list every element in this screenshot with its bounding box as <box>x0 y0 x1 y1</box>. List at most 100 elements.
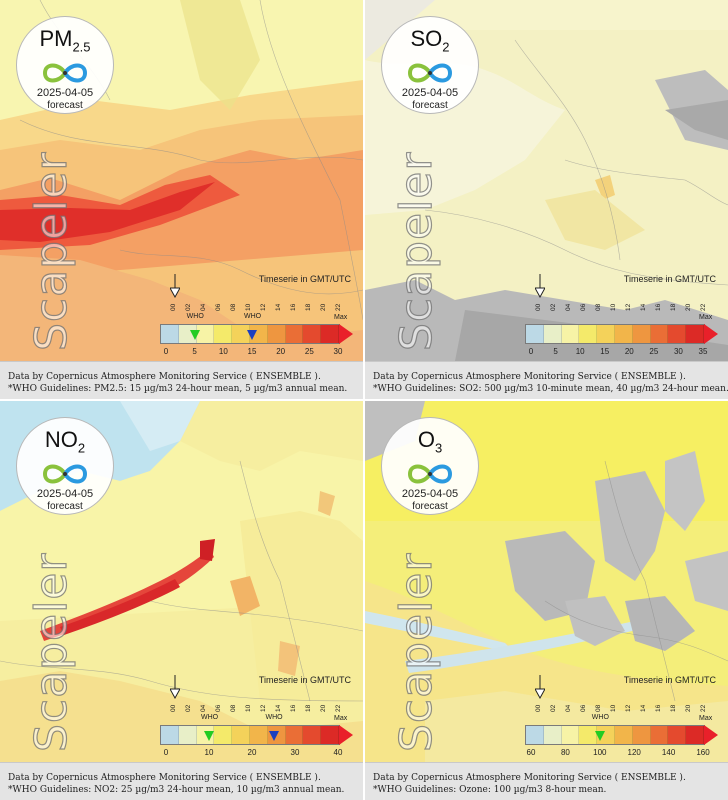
scale-segment <box>285 726 304 744</box>
hour-tick[interactable]: 20 <box>320 704 327 712</box>
hour-tick[interactable]: 12 <box>625 303 632 311</box>
timeseries-axis[interactable]: 00 02 04 06 08 10 12 14 16 18 20 22 <box>523 298 723 312</box>
scale-tick-label: 20 <box>624 347 634 356</box>
hour-tick[interactable]: 18 <box>670 303 677 311</box>
scale-tick-label: 25 <box>304 347 314 356</box>
scale-segment <box>650 726 669 744</box>
hour-tick[interactable]: 16 <box>655 704 662 712</box>
scale-tick-label: 25 <box>649 347 659 356</box>
hour-tick[interactable]: 20 <box>685 704 692 712</box>
hour-tick[interactable]: 10 <box>245 704 252 712</box>
scale-segment <box>285 325 304 343</box>
scale-tick-label: 0 <box>528 347 534 356</box>
hour-tick[interactable]: 06 <box>215 704 222 712</box>
timeseries-pointer-icon <box>170 675 180 699</box>
hour-tick[interactable]: 02 <box>185 704 192 712</box>
hour-tick[interactable]: 20 <box>685 303 692 311</box>
scale-segment <box>526 325 544 343</box>
hour-tick[interactable]: 20 <box>320 303 327 311</box>
hour-tick[interactable]: 18 <box>305 303 312 311</box>
hour-tick[interactable]: 16 <box>290 303 297 311</box>
scale-segment <box>579 325 598 343</box>
hour-tick[interactable]: 22 <box>700 704 707 712</box>
timeseries-axis[interactable]: 00 02 04 06 08 10 12 14 16 18 20 22 <box>158 699 358 713</box>
scale-tick-label: 160 <box>696 748 710 757</box>
scale-tick-label: 20 <box>276 347 286 356</box>
color-scale: Max 0 5 10 15 20 25 30 35 <box>525 312 721 358</box>
timeseries-pointer-icon <box>535 274 545 298</box>
scale-tick-label: 30 <box>673 347 683 356</box>
hour-tick[interactable]: 10 <box>610 704 617 712</box>
scale-segment <box>178 726 197 744</box>
scale-tick-label: 30 <box>290 748 300 757</box>
scale-segment <box>632 325 651 343</box>
hour-tick[interactable]: 08 <box>230 704 237 712</box>
hour-tick[interactable]: 12 <box>260 704 267 712</box>
hour-tick[interactable]: 00 <box>535 704 542 712</box>
scale-bar <box>525 324 705 344</box>
hour-tick[interactable]: 22 <box>335 704 342 712</box>
timeseries-label: Timeserie in GMT/UTC <box>623 675 716 685</box>
hour-tick[interactable]: 14 <box>275 303 282 311</box>
caption-source: Data by Copernicus Atmosphere Monitoring… <box>373 773 686 783</box>
hour-tick[interactable]: 02 <box>550 303 557 311</box>
timeseries-axis[interactable]: 00 02 04 06 08 10 12 14 16 18 20 22 <box>158 298 358 312</box>
hour-tick[interactable]: 10 <box>245 303 252 311</box>
hour-tick[interactable]: 06 <box>215 303 222 311</box>
scale-max-arrow-icon <box>704 324 718 344</box>
scapeler-watermark: Scapeler <box>390 552 442 753</box>
scale-segment <box>249 726 268 744</box>
hour-tick[interactable]: 04 <box>565 704 572 712</box>
color-scale: Max 60 80 100 120 140 160 WHO <box>525 713 721 759</box>
hour-tick[interactable]: 22 <box>335 303 342 311</box>
hour-tick[interactable]: 08 <box>230 303 237 311</box>
scale-tick-label: 20 <box>247 748 257 757</box>
hour-tick[interactable]: 14 <box>640 704 647 712</box>
hour-tick[interactable]: 16 <box>655 303 662 311</box>
scale-segment <box>668 325 687 343</box>
scale-tick-label: 40 <box>333 748 343 757</box>
scale-tick-label: 10 <box>218 347 228 356</box>
caption-who: *WHO Guidelines: SO2: 500 µg/m3 10-minut… <box>373 384 728 394</box>
scale-segment <box>526 726 544 744</box>
hour-tick[interactable]: 18 <box>670 704 677 712</box>
hour-tick[interactable]: 02 <box>185 303 192 311</box>
map-pm25[interactable] <box>0 0 363 361</box>
hour-tick[interactable]: 00 <box>170 303 177 311</box>
scale-max-arrow-icon <box>339 324 353 344</box>
hour-tick[interactable]: 22 <box>700 303 707 311</box>
hour-tick[interactable]: 14 <box>640 303 647 311</box>
hour-tick[interactable]: 02 <box>550 704 557 712</box>
scale-max-arrow-icon <box>339 725 353 745</box>
hour-tick[interactable]: 00 <box>535 303 542 311</box>
scale-ticks: 0 5 10 15 20 25 30 <box>160 347 356 357</box>
hour-tick[interactable]: 06 <box>580 303 587 311</box>
hour-tick[interactable]: 06 <box>580 704 587 712</box>
caption: Data by Copernicus Atmosphere Monitoring… <box>365 361 728 399</box>
hour-tick[interactable]: 12 <box>260 303 267 311</box>
hour-tick[interactable]: 16 <box>290 704 297 712</box>
forecast-date: 2025-04-05 <box>36 488 94 501</box>
caption-who: *WHO Guidelines: NO2: 25 µg/m3 24-hour m… <box>8 785 345 795</box>
forecast-label: forecast <box>47 100 83 112</box>
hour-tick[interactable]: 04 <box>200 704 207 712</box>
hour-tick[interactable]: 00 <box>170 704 177 712</box>
scale-segment <box>161 726 179 744</box>
scapeler-watermark: Scapeler <box>390 151 442 352</box>
hour-tick[interactable]: 08 <box>595 704 602 712</box>
hour-tick[interactable]: 08 <box>595 303 602 311</box>
hour-tick[interactable]: 12 <box>625 704 632 712</box>
timeseries-axis[interactable]: 00 02 04 06 08 10 12 14 16 18 20 22 <box>523 699 723 713</box>
scale-tick-label: 80 <box>560 748 570 757</box>
scale-segment <box>561 325 580 343</box>
scale-segment <box>543 726 562 744</box>
hour-tick[interactable]: 04 <box>565 303 572 311</box>
hour-tick[interactable]: 10 <box>610 303 617 311</box>
hour-tick[interactable]: 14 <box>275 704 282 712</box>
scale-max-label: Max <box>334 314 348 321</box>
hour-tick[interactable]: 04 <box>200 303 207 311</box>
who-marker-icon <box>204 731 214 741</box>
caption-source: Data by Copernicus Atmosphere Monitoring… <box>373 372 686 382</box>
timeseries-label: Timeserie in GMT/UTC <box>258 675 351 685</box>
hour-tick[interactable]: 18 <box>305 704 312 712</box>
